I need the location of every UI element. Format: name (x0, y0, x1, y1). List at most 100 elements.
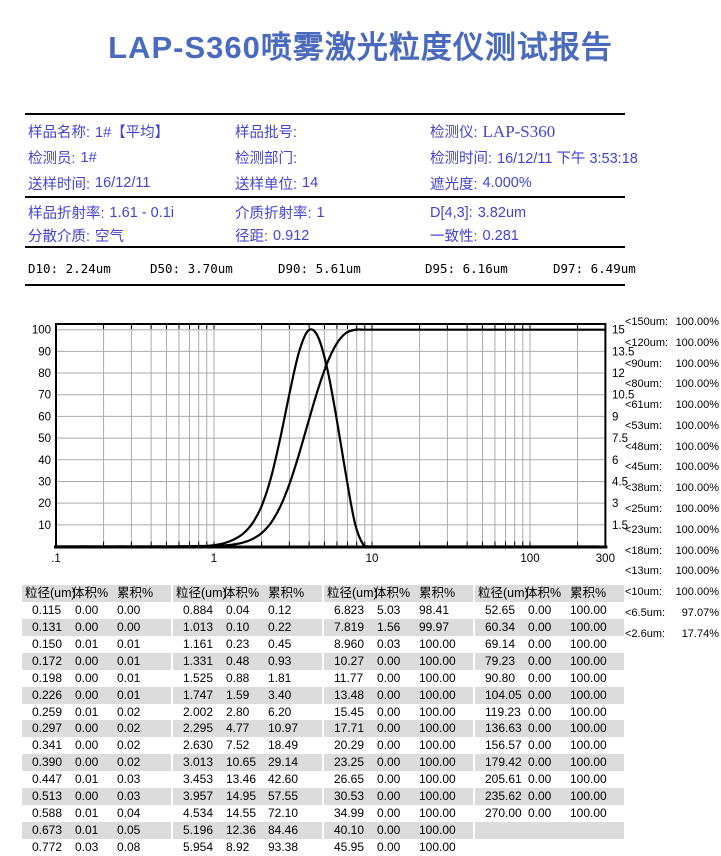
table-cell: 57.55 (268, 789, 299, 804)
table-cell: 235.62 (485, 789, 522, 804)
table-cell: 0.226 (32, 687, 63, 702)
divider-line (25, 284, 625, 286)
table-cell: 7.52 (226, 738, 250, 753)
table-header-cell: 累积% (268, 586, 305, 600)
table-row: 1.161 0.23 0.45 (173, 636, 322, 653)
percentile-label: <13um: (625, 565, 662, 578)
table-cell: 0.01 (117, 653, 141, 668)
y-right-tick-label: 13.5 (612, 346, 634, 358)
percentile-value: 100.00% (675, 316, 719, 328)
table-cell: 0.48 (226, 653, 250, 668)
table-cell: 0.00 (528, 789, 552, 804)
info-cell: D[4,3]: 3.82um (430, 201, 718, 224)
y-right-tick-label: 9 (612, 411, 618, 423)
percentile-item: <80um: 100.00% (625, 378, 719, 390)
percentile-label: <23um: (625, 523, 662, 536)
table-cell: 42.60 (268, 772, 299, 787)
table-row: 34.99 0.00 100.00 (324, 805, 473, 822)
info-cell: 检测部门: (235, 145, 430, 171)
table-cell: 0.588 (32, 806, 63, 821)
table-cell: 8.960 (334, 636, 365, 651)
table-row: 3.013 10.65 29.14 (173, 754, 322, 772)
y-right-tick-label: 3 (612, 498, 618, 510)
table-cell: 40.10 (334, 822, 365, 837)
table-cell: 5.954 (183, 839, 214, 854)
info-cell: 送样单位: 14 (235, 170, 430, 196)
percentile-value: 100.00% (675, 544, 719, 557)
table-cell: 0.01 (117, 670, 141, 685)
table-cell: 0.00 (377, 772, 401, 787)
y-right-tick-label: 12 (612, 368, 625, 380)
table-cell: 0.02 (117, 704, 141, 719)
table-row: 20.29 0.00 100.00 (324, 737, 473, 754)
table-cell: 0.115 (32, 603, 62, 617)
info-value: 0.281 (482, 227, 519, 244)
info-cell: 样品批号: (235, 119, 430, 145)
table-row: 205.61 0.00 100.00 (475, 771, 624, 788)
table-cell: 13.46 (226, 772, 257, 787)
percentile-label: <45um: (625, 461, 662, 474)
percentile-item: <38um: 100.00% (625, 482, 719, 494)
table-row: 23.25 0.00 100.00 (324, 754, 473, 772)
y-right-tick-label: 10.5 (612, 390, 634, 402)
table-cell: 1.747 (183, 687, 214, 702)
table-row: 11.77 0.00 100.00 (324, 670, 473, 687)
percentile-value: 17.74% (681, 627, 719, 640)
table-cell: 3.957 (183, 789, 214, 804)
info-value: 16/12/11 (95, 175, 151, 192)
y-left-tick-label: 90 (38, 346, 51, 358)
table-cell: 0.00 (528, 755, 552, 770)
table-row: 15.45 0.00 100.00 (324, 704, 473, 721)
d-value-item: D97: 6.49um (553, 261, 636, 276)
table-cell: 100.00 (419, 772, 456, 787)
table-row: 8.960 0.03 100.00 (324, 636, 473, 653)
table-row: 0.390 0.00 0.02 (22, 754, 171, 772)
table-cell: 0.00 (75, 619, 99, 634)
table-cell: 100.00 (570, 806, 607, 821)
percentile-label: <38um: (625, 482, 662, 495)
table-cell: 205.61 (485, 772, 522, 787)
table-row: 2.295 4.77 10.97 (173, 720, 322, 738)
table-cell: 156.57 (485, 738, 522, 753)
table-cell: 0.00 (528, 687, 552, 702)
report-title: LAP-S360喷雾激光粒度仪测试报告 (108, 30, 613, 65)
table-row: 0.673 0.01 0.05 (22, 821, 171, 839)
table-cell: 0.00 (117, 603, 141, 617)
table-cell: 100.00 (419, 806, 456, 821)
table-row: 179.42 0.00 100.00 (475, 754, 624, 772)
percentile-label: <18um: (625, 544, 662, 557)
percentile-value: 100.00% (675, 461, 719, 474)
table-cell: 0.00 (528, 636, 552, 651)
table-cell: 13.48 (334, 687, 365, 702)
table-cell: 100.00 (570, 738, 607, 753)
table-cell: 84.46 (268, 822, 299, 837)
table-cell: 0.150 (32, 636, 63, 651)
info-label: 样品折射率: (28, 206, 105, 222)
table-row: 0.131 0.00 0.00 (22, 618, 171, 636)
table-cell: 72.10 (268, 806, 299, 821)
table-row: 10.27 0.00 100.00 (324, 652, 473, 670)
table-cell: 0.198 (32, 670, 63, 685)
info-value: 1# (80, 149, 97, 166)
table-cell: 0.00 (528, 806, 552, 821)
d-value-item: D90: 5.61um (278, 261, 361, 276)
table-cell: 100.00 (419, 687, 456, 702)
table-cell: 2.80 (226, 704, 250, 719)
table-cell: 0.447 (32, 772, 63, 787)
x-tick-label: 1 (211, 553, 217, 565)
table-row: 0.297 0.00 0.02 (22, 720, 171, 738)
table-cell: 0.00 (377, 822, 401, 837)
divider-line (25, 113, 625, 115)
table-cell: 100.00 (419, 704, 456, 719)
table-cell: 100.00 (570, 653, 607, 668)
table-cell: 0.00 (528, 603, 552, 617)
table-row: 26.65 0.00 100.00 (324, 771, 473, 788)
table-cell: 45.95 (334, 839, 365, 854)
table-cell: 0.00 (377, 839, 401, 854)
table-cell: 17.71 (334, 721, 365, 736)
table-cell: 100.00 (570, 772, 607, 787)
table-header-row: 粒径(um) 体积% 累积% (475, 585, 624, 602)
table-header-row: 粒径(um) 体积% 累积% (173, 585, 322, 602)
table-cell: 0.03 (117, 772, 141, 787)
